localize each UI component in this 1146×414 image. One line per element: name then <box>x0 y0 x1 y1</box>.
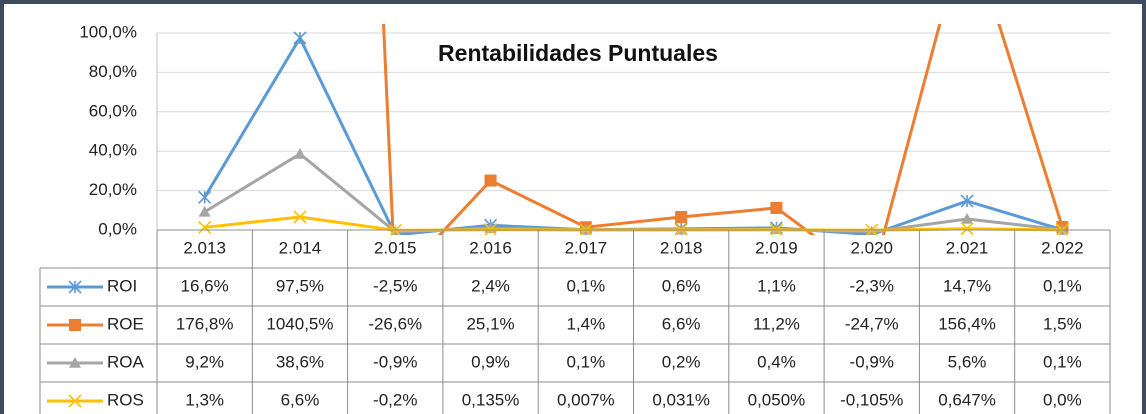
marker <box>293 147 306 159</box>
data-label: -2,5% <box>373 276 417 295</box>
marker-stroke <box>293 210 307 224</box>
data-label: -0,9% <box>850 352 894 371</box>
marker-shape <box>293 147 306 159</box>
marker <box>198 205 211 217</box>
x-tick-label: 2.020 <box>850 238 893 257</box>
data-label: 16,6% <box>181 276 229 295</box>
data-label: 0,1% <box>566 276 605 295</box>
legend-label: ROS <box>107 390 144 409</box>
data-label: 6,6% <box>662 314 701 333</box>
marker <box>960 194 974 208</box>
marker-shape <box>961 212 974 224</box>
x-tick-label: 2.013 <box>183 238 226 257</box>
x-tick-label: 2.021 <box>946 238 989 257</box>
data-label: -24,7% <box>845 314 899 333</box>
marker-stroke <box>198 220 212 235</box>
chart-title: Rentabilidades Puntuales <box>438 40 718 66</box>
data-label: 1,5% <box>1043 314 1082 333</box>
data-label: 0,647% <box>938 390 996 409</box>
marker <box>960 222 974 235</box>
data-label: 6,6% <box>281 390 320 409</box>
y-tick-label: 40,0% <box>89 141 137 160</box>
data-label: -0,2% <box>373 390 417 409</box>
marker-shape <box>198 205 211 217</box>
data-label: -0,105% <box>840 390 903 409</box>
data-label: 97,5% <box>276 276 324 295</box>
y-tick-label: 100,0% <box>79 22 137 41</box>
marker <box>68 280 82 294</box>
data-table: 2.013 2.014 2.015 2.016 2.017 2.018 2.019 2.020… <box>39 229 1111 414</box>
data-label: 0,4% <box>757 352 796 371</box>
data-label: 14,7% <box>943 276 991 295</box>
marker <box>770 201 783 214</box>
data-label: 9,2% <box>185 352 224 371</box>
y-tick-label: 0,0% <box>98 219 137 238</box>
data-label: 0,031% <box>652 390 710 409</box>
marker <box>198 220 212 235</box>
x-tick-label: 2.022 <box>1041 238 1084 257</box>
marker <box>68 394 82 408</box>
data-label: 11,2% <box>753 314 800 333</box>
x-tick-label: 2.015 <box>374 238 417 257</box>
data-label: 38,6% <box>276 352 324 371</box>
marker-shape <box>69 319 81 331</box>
x-tick-label: 2.014 <box>279 238 322 257</box>
marker <box>198 190 212 204</box>
marker-shape <box>770 201 783 214</box>
legend-label: ROI <box>107 276 137 295</box>
data-label: 1,4% <box>566 314 605 333</box>
marker-shape <box>484 174 497 187</box>
data-label: 156,4% <box>938 314 996 333</box>
data-label: 0,0% <box>1043 390 1082 409</box>
data-label: 5,6% <box>948 352 987 371</box>
legend-label: ROE <box>107 314 144 333</box>
marker-stroke <box>68 394 82 408</box>
data-label: 0,135% <box>462 390 520 409</box>
y-tick-label: 20,0% <box>89 180 137 199</box>
data-label: 1040,5% <box>266 314 333 333</box>
data-label: 0,6% <box>662 276 701 295</box>
data-label: -0,9% <box>373 352 417 371</box>
data-label: 0,1% <box>1043 276 1082 295</box>
marker <box>675 210 688 223</box>
data-label: 0,050% <box>748 390 806 409</box>
marker-shape <box>69 357 81 368</box>
marker <box>293 31 307 45</box>
data-label: 1,3% <box>185 390 224 409</box>
marker-stroke <box>960 222 974 235</box>
marker <box>69 357 81 368</box>
x-tick-label: 2.019 <box>755 238 798 257</box>
series-line <box>382 24 1064 235</box>
data-label: 176,8% <box>176 314 234 333</box>
data-label: 1,1% <box>757 276 796 295</box>
data-label: 0,1% <box>566 352 605 371</box>
data-label: 0,1% <box>1043 352 1082 371</box>
marker <box>961 212 974 224</box>
data-label: 0,2% <box>662 352 701 371</box>
data-label: 0,007% <box>557 390 615 409</box>
marker <box>69 319 81 331</box>
legend-label: ROA <box>107 352 145 371</box>
data-label: 2,4% <box>471 276 510 295</box>
marker <box>293 210 307 224</box>
y-tick-label: 80,0% <box>89 62 137 81</box>
data-label: -26,6% <box>368 314 422 333</box>
x-tick-label: 2.016 <box>469 238 512 257</box>
marker-shape <box>675 210 688 223</box>
data-label: -2,3% <box>850 276 894 295</box>
data-label: 25,1% <box>466 314 514 333</box>
x-tick-label: 2.017 <box>565 238 608 257</box>
marker <box>484 174 497 187</box>
x-tick-label: 2.018 <box>660 238 703 257</box>
data-label: 0,9% <box>471 352 510 371</box>
y-tick-label: 60,0% <box>89 101 137 120</box>
